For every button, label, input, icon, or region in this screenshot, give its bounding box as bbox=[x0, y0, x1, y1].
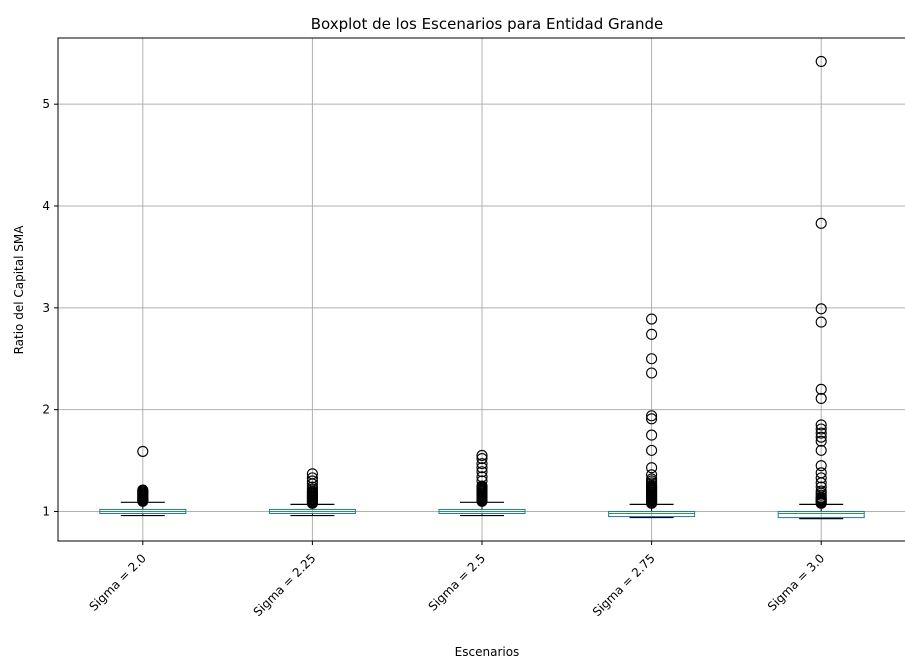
outlier-point bbox=[646, 473, 658, 485]
outlier-point bbox=[815, 431, 827, 443]
outlier-point bbox=[646, 469, 658, 481]
outlier-point bbox=[815, 481, 827, 493]
outlier-point bbox=[137, 445, 149, 457]
outlier-point bbox=[815, 419, 827, 431]
outlier-point bbox=[646, 413, 658, 425]
x-tick-label: Sigma = 2.0 bbox=[86, 551, 149, 614]
outlier-point bbox=[306, 475, 318, 487]
outlier-point bbox=[815, 423, 827, 435]
outlier-point bbox=[815, 444, 827, 456]
box-layer bbox=[99, 55, 865, 520]
outlier-point bbox=[815, 485, 827, 497]
box-group bbox=[99, 445, 187, 517]
outlier-point bbox=[476, 452, 488, 465]
outlier-point bbox=[476, 466, 488, 478]
box-group bbox=[608, 313, 696, 519]
y-tick-label: 1 bbox=[42, 504, 50, 518]
outlier-point bbox=[476, 475, 488, 487]
outlier-point bbox=[646, 444, 658, 456]
outlier-point bbox=[306, 481, 318, 493]
outlier-point bbox=[646, 353, 658, 365]
y-tick-label: 4 bbox=[42, 199, 50, 213]
box-group bbox=[438, 449, 526, 517]
outlier-point bbox=[815, 472, 827, 484]
outlier-point bbox=[476, 480, 488, 492]
outlier-point bbox=[476, 462, 488, 474]
outlier-point bbox=[306, 472, 318, 484]
outlier-point bbox=[476, 449, 488, 462]
y-tick-label: 3 bbox=[42, 301, 50, 315]
box-group bbox=[777, 55, 865, 520]
x-tick-label: Sigma = 2.75 bbox=[590, 551, 658, 619]
x-tick-label: Sigma = 2.25 bbox=[251, 551, 319, 619]
iqr-box bbox=[608, 510, 696, 518]
x-tick-label: Sigma = 3.0 bbox=[765, 551, 828, 614]
outlier-point bbox=[815, 55, 827, 67]
outlier-point bbox=[476, 458, 488, 470]
grid-layer bbox=[58, 38, 905, 541]
box-group bbox=[268, 468, 356, 517]
y-axis-label: Ratio del Capital SMA bbox=[12, 225, 26, 355]
outlier-point bbox=[815, 217, 827, 229]
outlier-point bbox=[815, 435, 827, 447]
chart-title: Boxplot de los Escenarios para Entidad G… bbox=[311, 15, 664, 33]
outlier-point bbox=[646, 313, 658, 325]
outlier-point bbox=[815, 316, 827, 328]
outlier-point bbox=[815, 383, 827, 395]
iqr-box bbox=[777, 510, 865, 519]
outlier-point bbox=[646, 429, 658, 441]
y-tick-label: 5 bbox=[42, 97, 50, 111]
y-tick-label: 2 bbox=[42, 403, 50, 417]
outlier-point bbox=[815, 467, 827, 479]
outlier-point bbox=[646, 410, 658, 422]
outlier-point bbox=[306, 468, 318, 480]
outlier-point bbox=[815, 303, 827, 315]
outlier-point bbox=[646, 462, 658, 474]
x-axis-label: Escenarios bbox=[455, 645, 520, 659]
outlier-point bbox=[646, 328, 658, 340]
outlier-point bbox=[815, 427, 827, 439]
outlier-point bbox=[476, 471, 488, 483]
outlier-point bbox=[646, 367, 658, 379]
x-tick-label: Sigma = 2.5 bbox=[426, 551, 489, 614]
outlier-point bbox=[815, 392, 827, 404]
outlier-point bbox=[815, 460, 827, 472]
outlier-point bbox=[137, 484, 149, 496]
